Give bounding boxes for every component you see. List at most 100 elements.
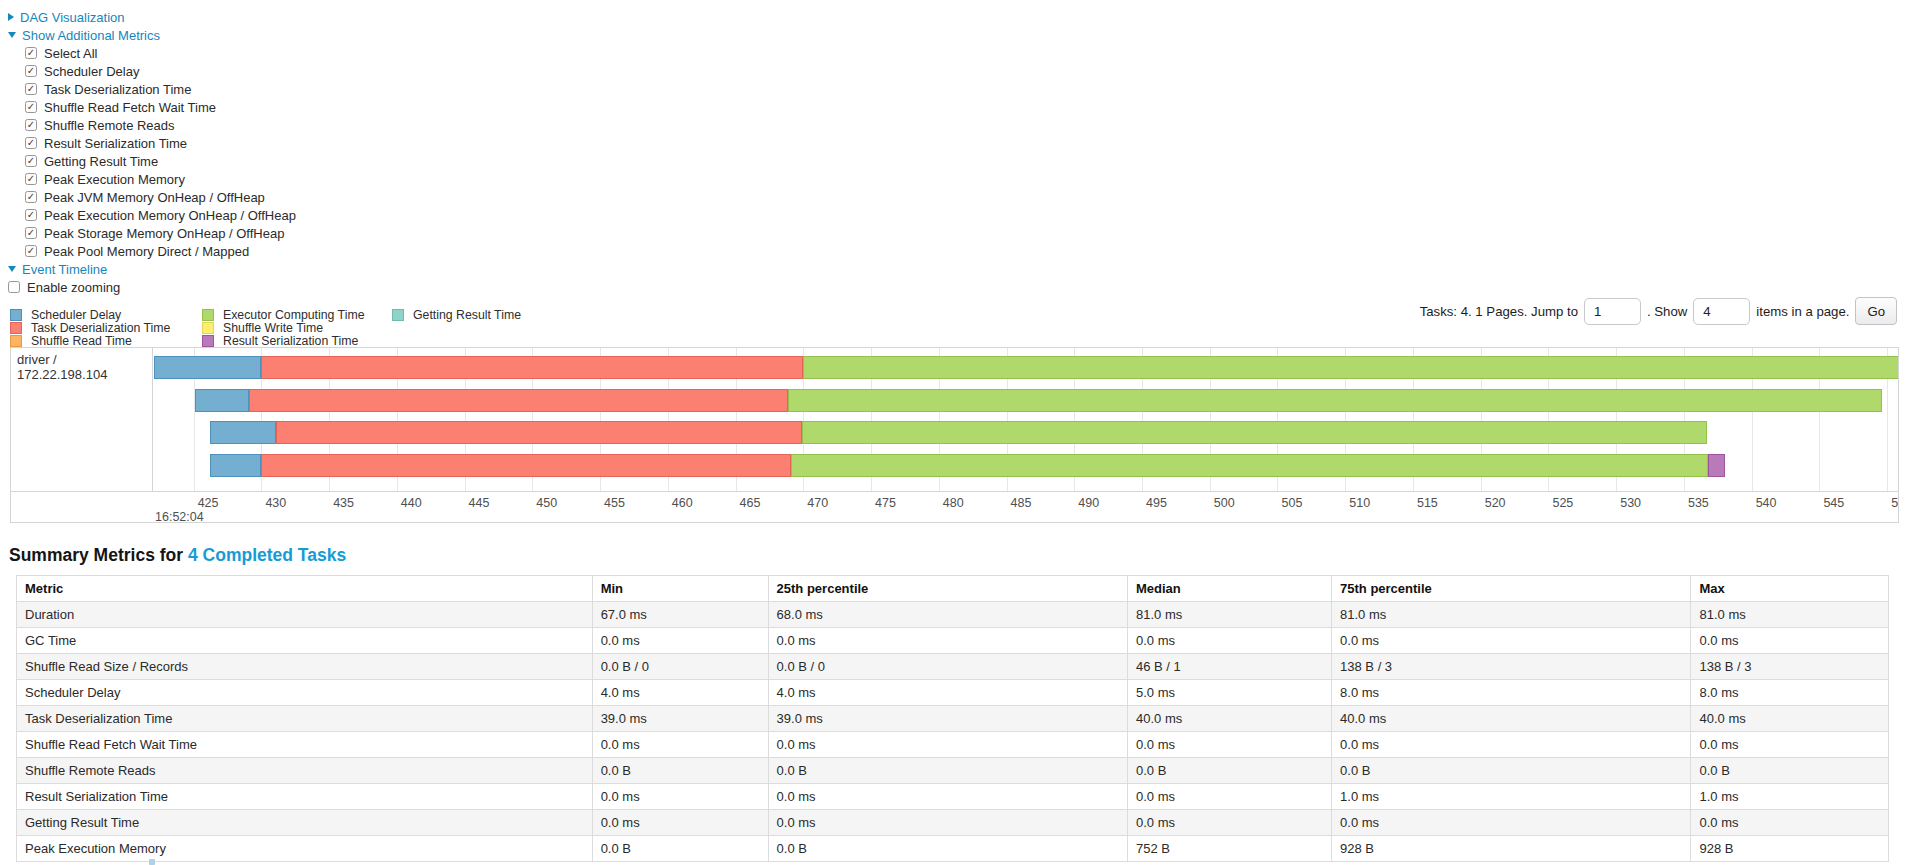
checkbox-icon[interactable] [25, 83, 37, 95]
metric-value-cell: 40.0 ms [1691, 706, 1889, 732]
checkbox-row-peak-jvm-memory-onheap-offheap[interactable]: Peak JVM Memory OnHeap / OffHeap [8, 188, 296, 206]
checkbox-label: Peak Storage Memory OnHeap / OffHeap [44, 226, 284, 241]
checkbox-label: Shuffle Remote Reads [44, 118, 175, 133]
metric-value-cell: 81.0 ms [1128, 602, 1332, 628]
enable-zooming-checkbox[interactable] [8, 281, 20, 293]
metric-value-cell: 0.0 ms [1332, 732, 1691, 758]
timeline-bar-result-serialization[interactable] [1708, 454, 1724, 477]
metric-name-cell: Peak Execution Memory [17, 836, 593, 862]
metric-value-cell: 8.0 ms [1332, 680, 1691, 706]
timeline-bar-scheduler-delay[interactable] [210, 421, 276, 444]
go-button[interactable]: Go [1855, 297, 1897, 325]
checkbox-label: Peak Execution Memory [44, 172, 185, 187]
completed-tasks-link[interactable]: 4 Completed Tasks [188, 545, 346, 565]
table-row-gc-time: GC Time0.0 ms0.0 ms0.0 ms0.0 ms0.0 ms [17, 628, 1889, 654]
items-per-page-input[interactable] [1693, 298, 1750, 325]
enable-zooming-checkbox-row[interactable]: Enable zooming [8, 278, 296, 296]
metric-value-cell: 138 B / 3 [1691, 654, 1889, 680]
checkbox-row-peak-execution-memory[interactable]: Peak Execution Memory [8, 170, 296, 188]
table-row-duration: Duration67.0 ms68.0 ms81.0 ms81.0 ms81.0… [17, 602, 1889, 628]
metric-value-cell: 752 B [1128, 836, 1332, 862]
checkbox-icon[interactable] [25, 209, 37, 221]
checkbox-row-task-deserialization-time[interactable]: Task Deserialization Time [8, 80, 296, 98]
checkbox-row-shuffle-read-fetch-wait-time[interactable]: Shuffle Read Fetch Wait Time [8, 98, 296, 116]
timeline-bar-scheduler-delay[interactable] [154, 356, 261, 379]
checkbox-row-peak-execution-memory-onheap-offheap[interactable]: Peak Execution Memory OnHeap / OffHeap [8, 206, 296, 224]
axis-tick-label: 550 [1887, 496, 1899, 510]
checkbox-label: Scheduler Delay [44, 64, 139, 79]
checkbox-icon[interactable] [25, 227, 37, 239]
checkbox-row-shuffle-remote-reads[interactable]: Shuffle Remote Reads [8, 116, 296, 134]
checkbox-label: Peak Pool Memory Direct / Mapped [44, 244, 249, 259]
timeline-bar-executor-computing[interactable] [791, 454, 1708, 477]
metric-value-cell: 0.0 ms [592, 628, 768, 654]
clipped-element [149, 859, 155, 865]
checkbox-row-peak-pool-memory-direct-mapped[interactable]: Peak Pool Memory Direct / Mapped [8, 242, 296, 260]
legend-column: Executor Computing TimeShuffle Write Tim… [202, 308, 392, 347]
checkbox-icon[interactable] [25, 155, 37, 167]
show-additional-metrics-toggle[interactable]: Show Additional Metrics [8, 26, 296, 44]
show-additional-metrics-link[interactable]: Show Additional Metrics [22, 28, 160, 43]
timeline-bar-task-deserialization[interactable] [261, 454, 791, 477]
dag-visualization-link[interactable]: DAG Visualization [20, 10, 125, 25]
axis-tick-label: 495 [1142, 496, 1167, 510]
checkbox-row-getting-result-time[interactable]: Getting Result Time [8, 152, 296, 170]
axis-base-time-label: 16:52:04 [155, 510, 204, 523]
metric-value-cell: 0.0 ms [1128, 810, 1332, 836]
metric-value-cell: 0.0 ms [1691, 732, 1889, 758]
timeline-bar-executor-computing[interactable] [802, 421, 1707, 444]
axis-tick-label: 440 [397, 496, 422, 510]
legend-label: Executor Computing Time [223, 308, 364, 322]
metric-value-cell: 0.0 B [768, 758, 1127, 784]
table-row-shuffle-remote-reads: Shuffle Remote Reads0.0 B0.0 B0.0 B0.0 B… [17, 758, 1889, 784]
timeline-bar-scheduler-delay[interactable] [195, 389, 249, 412]
checkbox-icon[interactable] [25, 191, 37, 203]
checkbox-row-result-serialization-time[interactable]: Result Serialization Time [8, 134, 296, 152]
checkbox-icon[interactable] [25, 101, 37, 113]
summary-metrics-title: Summary Metrics for 4 Completed Tasks [9, 545, 346, 566]
dag-visualization-toggle[interactable]: DAG Visualization [8, 8, 296, 26]
metric-value-cell: 4.0 ms [768, 680, 1127, 706]
metric-value-cell: 39.0 ms [768, 706, 1127, 732]
column-header-metric: Metric [17, 576, 593, 602]
checkbox-icon[interactable] [25, 119, 37, 131]
axis-tick-label: 520 [1481, 496, 1506, 510]
metric-value-cell: 0.0 B [1128, 758, 1332, 784]
metric-value-cell: 40.0 ms [1128, 706, 1332, 732]
table-row-task-deserialization-time: Task Deserialization Time39.0 ms39.0 ms4… [17, 706, 1889, 732]
checkbox-icon[interactable] [25, 173, 37, 185]
timeline-bar-executor-computing[interactable] [803, 356, 1898, 379]
timeline-legend: Scheduler DelayTask Deserialization Time… [10, 308, 521, 347]
checkbox-icon[interactable] [25, 65, 37, 77]
axis-tick-label: 530 [1616, 496, 1641, 510]
shuffle-write-time-swatch-icon [202, 322, 214, 334]
checkbox-icon[interactable] [25, 245, 37, 257]
pagination-suffix-text: items in a page. [1756, 304, 1849, 319]
checkbox-icon[interactable] [25, 47, 37, 59]
collapsed-arrow-icon [8, 13, 14, 21]
checkbox-icon[interactable] [25, 137, 37, 149]
event-timeline-link[interactable]: Event Timeline [22, 262, 107, 277]
axis-tick-label: 470 [803, 496, 828, 510]
legend-item-shuffle-write-time: Shuffle Write Time [202, 321, 392, 334]
timeline-bar-task-deserialization[interactable] [261, 356, 803, 379]
checkbox-row-scheduler-delay[interactable]: Scheduler Delay [8, 62, 296, 80]
axis-tick-label: 510 [1345, 496, 1370, 510]
column-header-median: Median [1128, 576, 1332, 602]
timeline-bar-executor-computing[interactable] [788, 389, 1881, 412]
jump-to-page-input[interactable] [1584, 298, 1641, 325]
metric-name-cell: Duration [17, 602, 593, 628]
metric-value-cell: 5.0 ms [1128, 680, 1332, 706]
timeline-bar-scheduler-delay[interactable] [210, 454, 261, 477]
axis-tick-label: 480 [939, 496, 964, 510]
metric-name-cell: Shuffle Read Size / Records [17, 654, 593, 680]
timeline-bar-task-deserialization[interactable] [249, 389, 788, 412]
checkbox-row-select-all[interactable]: Select All [8, 44, 296, 62]
timeline-bar-task-deserialization[interactable] [276, 421, 802, 444]
checkbox-row-peak-storage-memory-onheap-offheap[interactable]: Peak Storage Memory OnHeap / OffHeap [8, 224, 296, 242]
event-timeline-toggle[interactable]: Event Timeline [8, 260, 296, 278]
axis-tick-label: 475 [871, 496, 896, 510]
axis-tick-label: 450 [532, 496, 557, 510]
metric-name-cell: Result Serialization Time [17, 784, 593, 810]
metric-value-cell: 928 B [1332, 836, 1691, 862]
